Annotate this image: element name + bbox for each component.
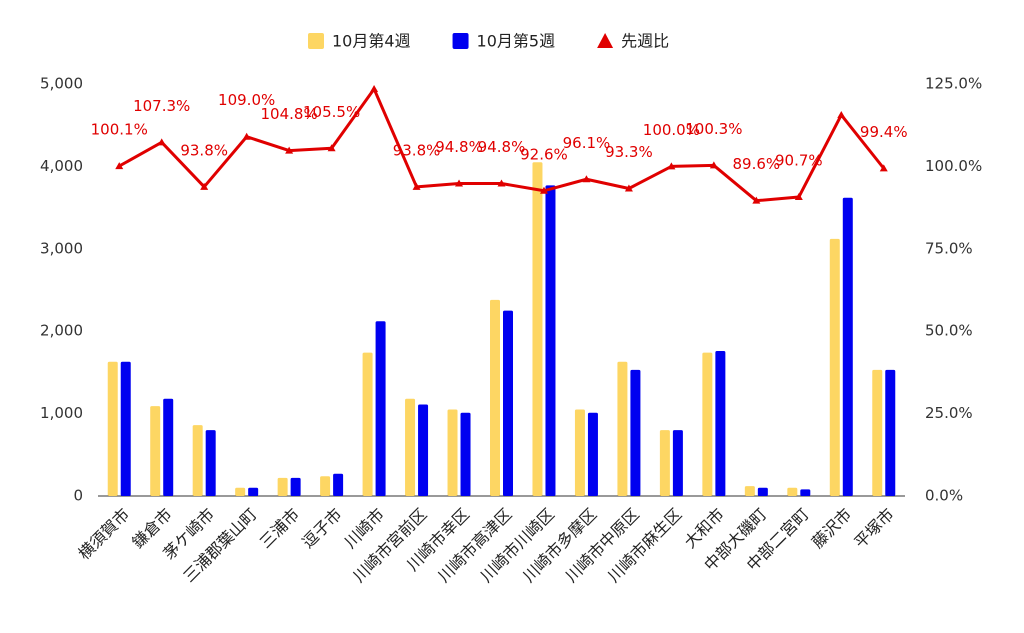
data-label: 94.8% (435, 138, 483, 156)
legend-swatch (308, 33, 324, 49)
point (242, 132, 251, 140)
legend-swatch (452, 33, 469, 49)
bar (333, 473, 344, 496)
data-label: 99.4% (860, 123, 908, 141)
data-label: 89.6% (733, 155, 781, 173)
y-tick-label: 4,000 (40, 157, 83, 175)
data-label: 92.6% (520, 145, 568, 163)
data-label: 96.1% (563, 134, 611, 152)
bar (120, 361, 131, 496)
legend-swatch (597, 33, 614, 48)
point (455, 179, 464, 187)
bar (418, 404, 429, 496)
bar (362, 352, 373, 496)
x-tick-label: 藤沢市 (808, 505, 855, 552)
bar (715, 350, 726, 496)
bar (744, 486, 755, 496)
bar (107, 361, 118, 496)
y2-tick-label: 100.0% (925, 157, 982, 175)
data-label: 94.8% (478, 138, 526, 156)
data-label: 109.0% (218, 91, 275, 109)
data-label: 100.1% (91, 121, 148, 139)
bar (659, 430, 670, 496)
data-label: 100.3% (685, 120, 742, 138)
legend-label: 10月第4週 (332, 32, 411, 51)
point (327, 144, 336, 152)
bar (235, 487, 246, 496)
bar (405, 398, 416, 496)
y2-tick-label: 75.0% (925, 239, 973, 257)
y2-tick-label: 125.0% (925, 75, 982, 93)
bar (277, 477, 288, 496)
legend-label: 先週比 (621, 32, 669, 51)
bar (447, 409, 458, 496)
y2-tick-label: 50.0% (925, 322, 973, 340)
point (157, 138, 166, 146)
y-tick-label: 3,000 (40, 239, 83, 257)
x-tick-label: 三浦市 (256, 505, 303, 552)
bar (290, 477, 301, 496)
point (115, 162, 124, 170)
point (200, 182, 209, 190)
data-label: 90.7% (775, 152, 823, 170)
y-tick-label: 1,000 (40, 404, 83, 422)
data-label: 93.3% (605, 143, 653, 161)
point (412, 182, 421, 190)
bar (375, 321, 386, 496)
point (837, 110, 846, 118)
bar (503, 310, 513, 496)
bar (829, 238, 840, 497)
bar (545, 185, 556, 497)
data-label: 100.0% (643, 121, 700, 139)
bar (192, 425, 203, 496)
bar (885, 369, 896, 496)
bar (702, 352, 713, 496)
bar (872, 369, 883, 496)
point (879, 164, 888, 172)
bar (460, 412, 471, 496)
point (582, 175, 591, 183)
point (794, 193, 803, 201)
bar (490, 299, 500, 496)
bar (574, 409, 585, 496)
bar (757, 487, 768, 496)
data-label: 93.8% (180, 141, 228, 159)
bar (320, 476, 331, 496)
point (539, 186, 548, 194)
bar (150, 406, 161, 496)
bar (672, 430, 683, 496)
bar (842, 197, 853, 496)
bar (205, 430, 216, 496)
bar (630, 369, 641, 496)
y2-tick-label: 25.0% (925, 404, 973, 422)
y2-tick-label: 0.0% (925, 487, 963, 505)
x-tick-label: 横須賀市 (75, 505, 134, 564)
point (624, 184, 633, 192)
y-tick-label: 2,000 (40, 322, 83, 340)
point (667, 162, 676, 170)
data-label: 105.5% (303, 103, 360, 121)
data-label: 93.8% (393, 141, 441, 159)
y-tick-label: 0 (73, 487, 83, 505)
bar (800, 489, 811, 496)
point (497, 179, 506, 187)
legend-label: 10月第5週 (477, 32, 556, 51)
bar (787, 487, 798, 496)
x-tick-label: 逗子市 (298, 505, 345, 552)
bar (248, 487, 259, 496)
point (752, 196, 761, 204)
bar (532, 162, 543, 496)
data-label: 104.8% (261, 105, 318, 123)
y-tick-label: 5,000 (40, 75, 83, 93)
x-tick-label: 平塚市 (850, 505, 897, 552)
bar (617, 361, 628, 496)
point (370, 84, 379, 92)
bar (587, 412, 598, 496)
bar (163, 398, 174, 496)
point (285, 146, 294, 154)
point (709, 161, 718, 169)
data-label: 107.3% (133, 97, 190, 115)
